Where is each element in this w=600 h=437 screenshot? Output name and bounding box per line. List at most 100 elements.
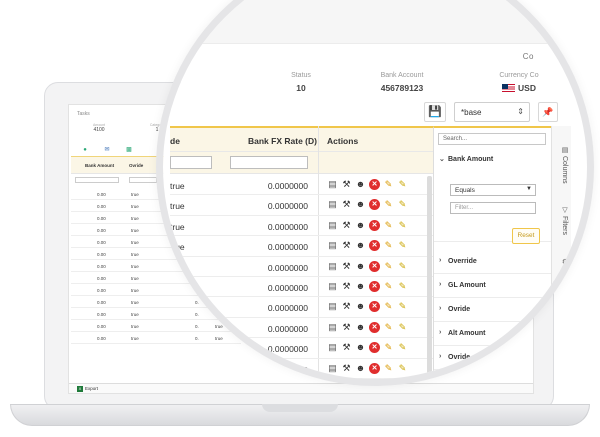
tools-icon[interactable]: ⚒: [342, 219, 351, 230]
filter-value-input[interactable]: Filter...: [450, 202, 536, 214]
override-filter-input[interactable]: [170, 156, 212, 169]
user-label[interactable]: Co: [522, 52, 534, 61]
table-row[interactable]: true 0.0000000 ▤ ⚒ ☻ ✕ ✎ ✎: [170, 236, 433, 257]
note-icon[interactable]: ✎: [398, 342, 407, 353]
note-icon[interactable]: ✎: [398, 179, 407, 189]
small-col-bank-amount[interactable]: Bank Amount: [85, 163, 115, 168]
tools-icon[interactable]: ⚒: [342, 199, 351, 210]
details-list-icon[interactable]: ▤: [328, 179, 337, 189]
cancel-icon[interactable]: ✕: [369, 301, 380, 313]
pin-button[interactable]: 📌: [538, 102, 558, 122]
tools-icon[interactable]: ⚒: [342, 260, 351, 271]
filter-group[interactable]: › Ovride: [434, 298, 552, 322]
col-actions-header[interactable]: Actions: [327, 136, 359, 146]
export-button[interactable]: X Export: [77, 386, 98, 392]
table-row[interactable]: true 0.0000000 ▤ ⚒ ☻ ✕ ✎ ✎: [170, 175, 433, 196]
small-col-ovride[interactable]: Ovride: [129, 163, 144, 168]
details-list-icon[interactable]: ▤: [328, 362, 337, 373]
tools-icon[interactable]: ⚒: [342, 179, 351, 189]
filter-group[interactable]: ›Ovride●: [434, 346, 555, 370]
table-row[interactable]: 0.0000000 ▤ ⚒ ☻ ✕ ✎ ✎: [170, 318, 433, 339]
filter-group[interactable]: › Override: [434, 250, 552, 274]
table-row[interactable]: ue 0.0000000 ▤ ⚒ ☻ ✕ ✎ ✎: [170, 257, 433, 277]
tools-icon[interactable]: ⚒: [342, 240, 351, 251]
note-icon[interactable]: ✎: [398, 240, 407, 251]
note-icon[interactable]: ✎: [398, 301, 407, 312]
tools-icon[interactable]: ⚒: [342, 342, 351, 353]
tools-icon[interactable]: ⚒: [342, 321, 351, 332]
note-icon[interactable]: ✎: [398, 219, 407, 230]
grid-scrollbar[interactable]: [427, 176, 432, 379]
user-assign-icon[interactable]: ☻: [355, 219, 366, 230]
user-assign-icon[interactable]: ☻: [355, 240, 366, 251]
col-override-header[interactable]: de: [170, 136, 180, 146]
reset-button[interactable]: Reset: [512, 228, 540, 244]
cancel-icon[interactable]: ✕: [369, 281, 380, 292]
cancel-icon[interactable]: ✕: [369, 199, 380, 211]
cancel-icon[interactable]: ✕: [369, 219, 380, 231]
details-list-icon[interactable]: ▤: [328, 301, 337, 312]
cancel-icon[interactable]: ✕: [369, 179, 380, 190]
tools-icon[interactable]: ⚒: [342, 362, 351, 373]
chart-icon[interactable]: ▩: [126, 147, 132, 153]
details-list-icon[interactable]: ▤: [328, 199, 337, 210]
table-row[interactable]: 0.0000000 ▤ ⚒ ☻ ✕ ✎ ✎: [170, 277, 433, 298]
details-list-icon[interactable]: ▤: [328, 260, 337, 271]
view-select[interactable]: *base ⇕: [454, 102, 530, 122]
cancel-icon[interactable]: ✕: [369, 362, 380, 374]
col-fx-rate-header[interactable]: Bank FX Rate (D): [248, 136, 317, 146]
note-icon[interactable]: ✎: [398, 199, 407, 210]
user-assign-icon[interactable]: ☻: [355, 342, 366, 353]
user-assign-icon[interactable]: ☻: [355, 179, 366, 189]
filter-group[interactable]: › Alt Amount: [434, 322, 552, 346]
note-icon[interactable]: ✎: [398, 260, 407, 271]
details-list-icon[interactable]: ▤: [328, 281, 337, 291]
filter-group[interactable]: ›Bank FX Rate (M)●: [434, 370, 555, 379]
small-filter-input[interactable]: [129, 177, 157, 183]
cancel-icon[interactable]: ✕: [369, 240, 380, 252]
details-list-icon[interactable]: ▤: [328, 342, 337, 353]
cancel-icon[interactable]: ✕: [369, 260, 380, 272]
panel-search-input[interactable]: Search...: [438, 133, 546, 145]
details-list-icon[interactable]: ▤: [328, 321, 337, 332]
tab-columns[interactable]: ▤ Columns: [556, 146, 568, 184]
user-assign-icon[interactable]: ☻: [355, 301, 366, 312]
details-list-icon[interactable]: ▤: [328, 219, 337, 230]
edit-pencil-icon[interactable]: ✎: [384, 301, 393, 312]
operator-select[interactable]: Equals ▼: [450, 184, 536, 196]
small-filter-input[interactable]: [75, 177, 119, 183]
add-circle-icon[interactable]: ●: [83, 147, 87, 153]
filter-group[interactable]: › GL Amount: [434, 274, 552, 298]
table-row[interactable]: true 0.0000000 ▤ ⚒ ☻ ✕ ✎ ✎: [170, 195, 433, 216]
edit-pencil-icon[interactable]: ✎: [384, 342, 393, 353]
mail-icon[interactable]: ✉: [104, 147, 110, 153]
user-assign-icon[interactable]: ☻: [355, 362, 366, 373]
filter-group-bank-amount[interactable]: ⌄ Bank Amount: [434, 148, 552, 172]
edit-pencil-icon[interactable]: ✎: [384, 260, 393, 271]
table-row[interactable]: 0.0000000 ▤ ⚒ ☻ ✕ ✎ ✎: [170, 338, 433, 359]
note-icon[interactable]: ✎: [398, 281, 407, 291]
edit-pencil-icon[interactable]: ✎: [384, 199, 393, 210]
note-icon[interactable]: ✎: [398, 321, 407, 332]
cancel-icon[interactable]: ✕: [369, 342, 380, 354]
tools-icon[interactable]: ⚒: [342, 281, 351, 291]
tools-icon[interactable]: ⚒: [342, 301, 351, 312]
tab-actions[interactable]: ⚙ Actions: [556, 258, 568, 291]
note-icon[interactable]: ✎: [398, 362, 407, 373]
edit-pencil-icon[interactable]: ✎: [384, 321, 393, 332]
edit-pencil-icon[interactable]: ✎: [384, 179, 393, 189]
edit-pencil-icon[interactable]: ✎: [384, 240, 393, 251]
save-button[interactable]: 💾: [424, 102, 446, 122]
table-row[interactable]: true 0.0000000 ▤ ⚒ ☻ ✕ ✎ ✎: [170, 216, 433, 237]
fx-rate-filter-input[interactable]: [230, 156, 308, 169]
user-assign-icon[interactable]: ☻: [355, 321, 366, 332]
user-assign-icon[interactable]: ☻: [355, 199, 366, 210]
cancel-icon[interactable]: ✕: [369, 321, 380, 333]
details-list-icon[interactable]: ▤: [328, 240, 337, 251]
edit-pencil-icon[interactable]: ✎: [384, 281, 393, 291]
table-row[interactable]: 0.0000000 ▤ ⚒ ☻ ✕ ✎ ✎: [170, 359, 433, 379]
table-row[interactable]: 0.0000000 ▤ ⚒ ☻ ✕ ✎ ✎: [170, 297, 433, 318]
user-assign-icon[interactable]: ☻: [355, 260, 366, 271]
tab-filters[interactable]: ▽ Filters: [556, 206, 568, 235]
user-assign-icon[interactable]: ☻: [355, 281, 366, 291]
